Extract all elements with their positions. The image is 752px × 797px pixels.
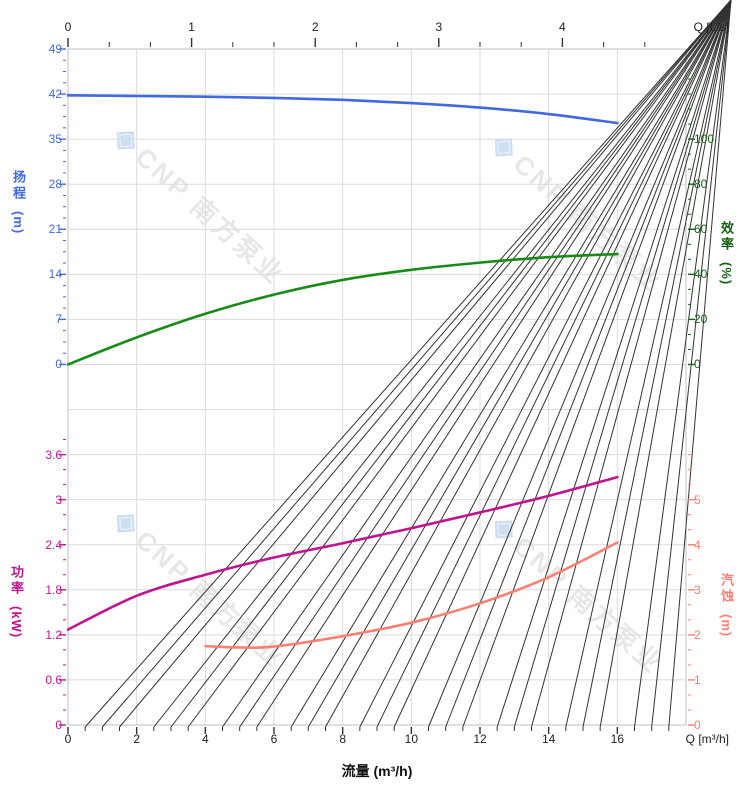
efficiency-axis-title: 效率 (%) xyxy=(719,221,734,286)
bottom-axis-tick-label: 8 xyxy=(339,732,346,746)
bottom-axis-tick-label: 12 xyxy=(473,732,487,746)
head-axis-tick-label: 0 xyxy=(55,357,62,372)
efficiency-axis-tick-label: 100 xyxy=(694,132,715,147)
head-axis-tick-label: 21 xyxy=(48,222,62,237)
npsh-axis-tick-label: 4 xyxy=(694,537,701,552)
head-axis-tick-label: 14 xyxy=(48,267,62,282)
npsh-axis-tick-label: 5 xyxy=(694,492,701,507)
top-axis-tick-label: 3 xyxy=(435,20,443,34)
power-axis-tick-label: 1.8 xyxy=(45,582,62,597)
top-axis-tick-label: 2 xyxy=(311,20,319,34)
efficiency-axis-tick-label: 20 xyxy=(694,312,708,327)
bottom-axis-tick-label: 10 xyxy=(404,732,419,746)
power-axis-tick-label: 3 xyxy=(55,492,62,507)
flow-axis-title: 流量 (m³/h) xyxy=(341,763,413,779)
power-axis-tick-label: 3.6 xyxy=(45,447,62,462)
head-axis-tick-label: 49 xyxy=(48,42,62,56)
efficiency-axis-tick-label: 40 xyxy=(694,267,708,282)
power-axis-tick-label: 2.4 xyxy=(45,537,62,552)
bottom-axis-unit-label: Q [m³/h] xyxy=(685,732,729,746)
bottom-axis-tick-label: 0 xyxy=(64,732,72,746)
npsh-axis-title: 汽蚀 (m) xyxy=(719,573,734,638)
top-axis-tick-label: 0 xyxy=(64,20,72,34)
efficiency-axis-tick-label: 60 xyxy=(694,222,708,237)
npsh-axis-tick-label: 0 xyxy=(694,718,701,732)
power-axis-title: 功率 (kW) xyxy=(9,565,24,639)
power-axis-tick-label: 0 xyxy=(55,718,62,732)
bottom-axis-tick-label: 14 xyxy=(541,732,556,746)
efficiency-axis-tick-label: 0 xyxy=(694,357,701,372)
npsh-axis-tick-label: 2 xyxy=(694,627,701,642)
head-axis-tick-label: 35 xyxy=(48,132,62,147)
head-axis-tick-label: 28 xyxy=(48,177,62,192)
top-axis-tick-label: 1 xyxy=(188,20,195,34)
top-axis-tick-label: 4 xyxy=(559,20,566,34)
head-axis-tick-label: 7 xyxy=(55,312,62,327)
npsh-axis-tick-label: 3 xyxy=(694,582,701,597)
head-axis-title: 扬程 (m) xyxy=(11,170,26,235)
bottom-axis-tick-label: 6 xyxy=(270,732,278,746)
bottom-axis-tick-label: 2 xyxy=(133,732,140,746)
bottom-axis-tick-label: 4 xyxy=(201,732,209,746)
power-axis-tick-label: 1.2 xyxy=(45,627,62,642)
head-axis-tick-label: 42 xyxy=(48,87,62,102)
efficiency-axis-tick-label: 80 xyxy=(694,177,708,192)
top-axis-unit-label: Q [L/s] xyxy=(693,20,729,34)
power-axis-tick-label: 0.6 xyxy=(45,672,62,687)
bottom-axis-tick-label: 16 xyxy=(610,732,625,746)
npsh-axis-tick-label: 1 xyxy=(694,672,701,687)
